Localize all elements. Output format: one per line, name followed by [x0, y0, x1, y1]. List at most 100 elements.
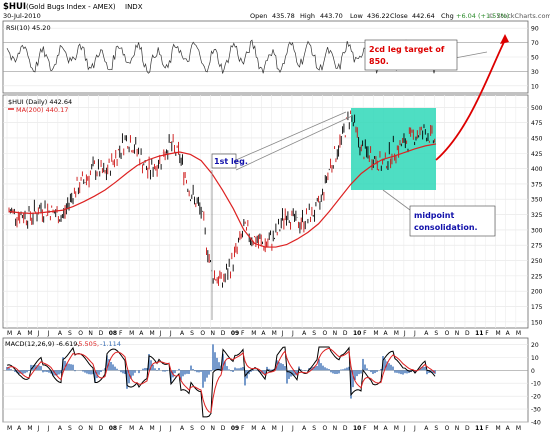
macd-tick-label: -10	[531, 381, 541, 388]
price-tick-labels: 500 475 450 425 400 375 350 325 300 275 250 225 200 1…	[531, 105, 543, 327]
month-tick-label: A	[17, 330, 22, 337]
month-tick-label: A	[506, 330, 511, 337]
month-tick-label: 10	[353, 330, 361, 337]
month-tick-label: M	[272, 425, 277, 432]
month-tick-label: A	[302, 425, 307, 432]
month-tick-label: O	[445, 330, 450, 337]
month-tick-label: N	[88, 425, 93, 432]
month-tick-label: J	[37, 425, 40, 432]
close-label: Close	[390, 12, 408, 20]
month-tick-label: M	[149, 330, 154, 337]
target-arrow	[435, 39, 506, 161]
rsi-tick-label: 10	[531, 83, 539, 90]
rsi-legend: RSI(10) 45.20	[6, 24, 51, 32]
price-tick-label: 175	[531, 304, 543, 311]
macd-legend-signal: -5.505,	[76, 340, 99, 348]
macd-legend-main: MACD(12,26,9) -6.619,	[5, 340, 79, 348]
month-tick-label: N	[333, 425, 338, 432]
month-tick-label: F	[485, 330, 489, 337]
month-tick-label: D	[99, 330, 104, 337]
month-tick-label: J	[291, 425, 294, 432]
price-bars	[8, 110, 436, 288]
month-tick-label: O	[200, 425, 205, 432]
month-tick-label: M	[129, 425, 134, 432]
month-tick-label: M	[251, 330, 256, 337]
quote-bar: Open 435.78 High 443.70 Low 436.22 Close…	[250, 12, 509, 20]
low-label: Low	[350, 12, 363, 20]
month-tick-label: A	[261, 425, 266, 432]
month-tick-label: J	[159, 330, 162, 337]
target-label-2: 850.	[369, 57, 389, 66]
month-tick-label: A	[139, 425, 144, 432]
month-tick-label: M	[373, 425, 378, 432]
month-tick-label: O	[78, 425, 83, 432]
price-legend-text: $HUI (Daily) 442.64	[8, 98, 72, 106]
month-tick-label: S	[68, 425, 72, 432]
chg-label: Chg	[441, 12, 454, 20]
rsi-tick-label: 70	[531, 40, 539, 47]
month-tick-label: J	[403, 330, 406, 337]
month-tick-label: N	[211, 330, 216, 337]
month-tick-label: O	[445, 425, 450, 432]
macd-tick-label: -30	[531, 407, 541, 414]
month-tick-label: F	[363, 425, 367, 432]
first-leg-box	[211, 153, 237, 169]
month-tick-label: M	[373, 330, 378, 337]
month-tick-label: M	[27, 330, 32, 337]
month-tick-label: J	[403, 425, 406, 432]
month-tick-label: D	[99, 425, 104, 432]
high-value: 443.70	[320, 12, 343, 20]
target-box	[364, 39, 458, 71]
open-value: 435.78	[272, 12, 295, 20]
month-tick-label: 08	[109, 425, 117, 432]
month-tick-label: A	[139, 330, 144, 337]
month-tick-label: O	[322, 425, 327, 432]
month-tick-label: D	[221, 330, 226, 337]
month-tick-label: D	[465, 425, 470, 432]
ma200-line	[8, 143, 437, 248]
month-tick-label: 08	[109, 330, 117, 337]
month-tick-label: J	[169, 330, 172, 337]
month-tick-label: J	[281, 330, 284, 337]
macd-tick-label: -40	[531, 420, 541, 427]
macd-signal-line	[6, 347, 436, 413]
month-tick-label: M	[272, 330, 277, 337]
month-tick-label: A	[384, 425, 389, 432]
rsi-tick-labels: 90 70 50 30 10	[531, 26, 539, 91]
price-tick-label: 250	[531, 258, 543, 265]
month-tick-label: O	[200, 330, 205, 337]
month-tick-label: F	[119, 425, 123, 432]
month-tick-label: N	[211, 425, 216, 432]
month-tick-label: S	[68, 330, 72, 337]
macd-tick-label: 10	[531, 355, 539, 362]
month-tick-label: 11	[475, 425, 483, 432]
month-tick-label: J	[281, 425, 284, 432]
rsi-tick-label: 90	[531, 26, 539, 33]
first-leg-label: 1st leg.	[214, 157, 248, 166]
month-axis-top: M A M J J A S O N D 08 F M A M J J A S O N D 09 F M A M J J A S O N D 10 F M…	[7, 330, 521, 337]
month-tick-label: M	[394, 425, 399, 432]
month-tick-label: A	[180, 330, 185, 337]
macd-tick-label: 0	[531, 368, 535, 375]
month-tick-label: M	[129, 330, 134, 337]
midpoint-box	[409, 205, 496, 237]
rsi-tick-label: 50	[531, 55, 539, 62]
price-tick-label: 150	[531, 319, 543, 326]
month-tick-label: J	[37, 330, 40, 337]
midpoint-label-1: midpoint	[414, 211, 454, 220]
price-tick-label: 200	[531, 289, 543, 296]
month-tick-label: A	[506, 425, 511, 432]
month-tick-label: 10	[353, 425, 361, 432]
month-tick-label: A	[302, 330, 307, 337]
price-tick-label: 500	[531, 105, 543, 112]
leg-line-bottom	[235, 115, 353, 171]
month-tick-label: M	[251, 425, 256, 432]
month-tick-label: O	[322, 330, 327, 337]
brand-label: © StockCharts.com	[488, 12, 550, 20]
price-tick-label: 325	[531, 212, 543, 219]
month-tick-label: A	[58, 330, 63, 337]
symbol-label: $HUI	[3, 2, 26, 12]
month-tick-label: M	[495, 330, 500, 337]
month-tick-label: A	[17, 425, 22, 432]
